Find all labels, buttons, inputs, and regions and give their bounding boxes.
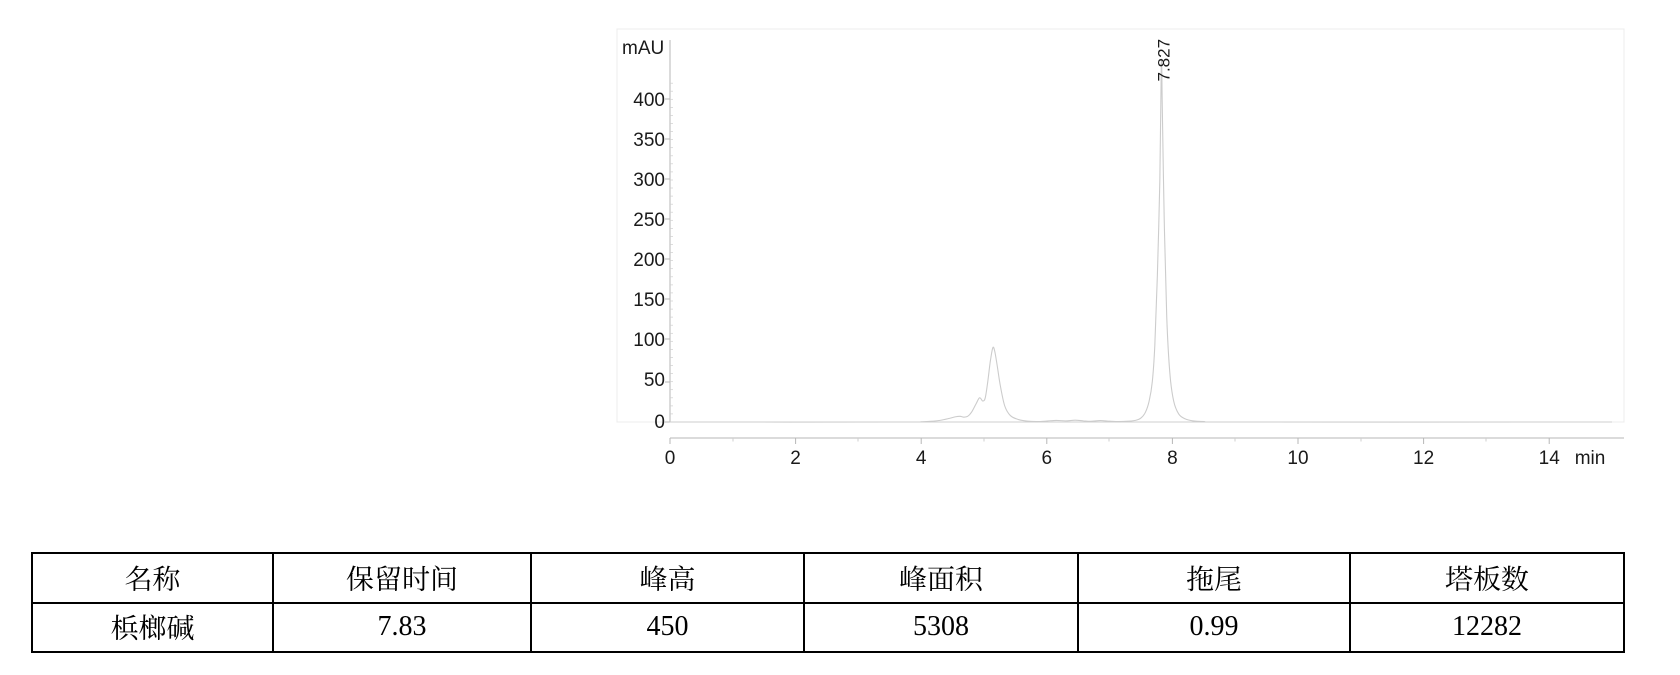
svg-text:400: 400 [633,90,665,111]
svg-text:14: 14 [1539,448,1561,469]
svg-text:0: 0 [665,448,676,469]
svg-text:4: 4 [916,448,927,469]
svg-text:mAU: mAU [622,38,664,59]
svg-text:10: 10 [1287,448,1308,469]
svg-text:min: min [1575,448,1606,469]
svg-text:2: 2 [790,448,801,469]
svg-text:200: 200 [633,250,665,271]
svg-text:150: 150 [633,290,665,311]
svg-text:12: 12 [1413,448,1434,469]
svg-text:300: 300 [633,170,665,191]
svg-text:250: 250 [633,210,665,231]
svg-text:6: 6 [1042,448,1053,469]
svg-text:0: 0 [654,412,665,433]
svg-text:7.827: 7.827 [1155,39,1174,82]
svg-text:8: 8 [1167,448,1178,469]
svg-text:50: 50 [644,370,665,391]
svg-text:350: 350 [633,130,665,151]
svg-text:100: 100 [633,330,665,351]
